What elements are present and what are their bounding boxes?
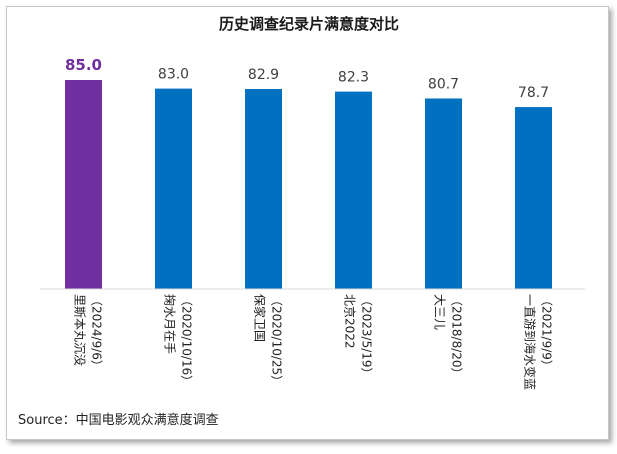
source-note: Source：中国电影观众满意度调查 — [18, 412, 219, 428]
value-label-1: 85.0 — [65, 56, 102, 74]
category-label-6: 一直游到海水变蓝 （2021/9/9） — [523, 294, 554, 390]
category-date-2: （2020/10/16） — [180, 294, 194, 387]
category-date-6: （2021/9/9） — [540, 294, 554, 372]
value-label-5: 80.7 — [428, 76, 459, 92]
bars-group — [65, 80, 552, 290]
bar-4 — [335, 91, 372, 289]
category-name-1: 里斯本丸沉没 — [73, 294, 88, 366]
category-label-2: 掬水月在手 （2020/10/16） — [163, 294, 194, 387]
chart-frame — [6, 6, 609, 440]
value-label-2: 83.0 — [158, 67, 189, 83]
category-name-4: 北京2022 — [343, 294, 357, 349]
category-date-4: （2023/5/19） — [360, 294, 374, 380]
chart-title: 历史调查纪录片满意度对比 — [219, 15, 399, 33]
category-date-1: （2024/9/6） — [90, 294, 104, 372]
category-name-2: 掬水月在手 — [163, 294, 177, 354]
category-date-5: （2018/8/20） — [450, 294, 464, 380]
value-labels-group: 85.0 83.0 82.9 82.3 80.7 78.7 — [65, 56, 549, 101]
value-label-6: 78.7 — [518, 85, 549, 101]
value-label-3: 82.9 — [248, 67, 279, 83]
category-labels-group: 里斯本丸沉没 （2024/9/6） 掬水月在手 （2020/10/16） 保家卫国 （20… — [73, 294, 554, 390]
bar-6 — [515, 107, 552, 289]
category-label-3: 保家卫国 （2020/10/25） — [253, 294, 284, 387]
category-label-5: 大三儿 （2018/8/20） — [433, 294, 464, 380]
bar-5 — [425, 98, 462, 290]
category-name-3: 保家卫国 — [253, 294, 268, 342]
category-name-5: 大三儿 — [433, 294, 447, 330]
value-label-4: 82.3 — [338, 70, 369, 86]
bar-2 — [155, 88, 192, 289]
bar-1 — [65, 80, 102, 289]
bar-3 — [245, 89, 282, 290]
category-date-3: （2020/10/25） — [270, 294, 284, 387]
category-label-1: 里斯本丸沉没 （2024/9/6） — [73, 294, 104, 372]
category-label-4: 北京2022 （2023/5/19） — [343, 294, 374, 380]
category-name-6: 一直游到海水变蓝 — [523, 294, 538, 390]
